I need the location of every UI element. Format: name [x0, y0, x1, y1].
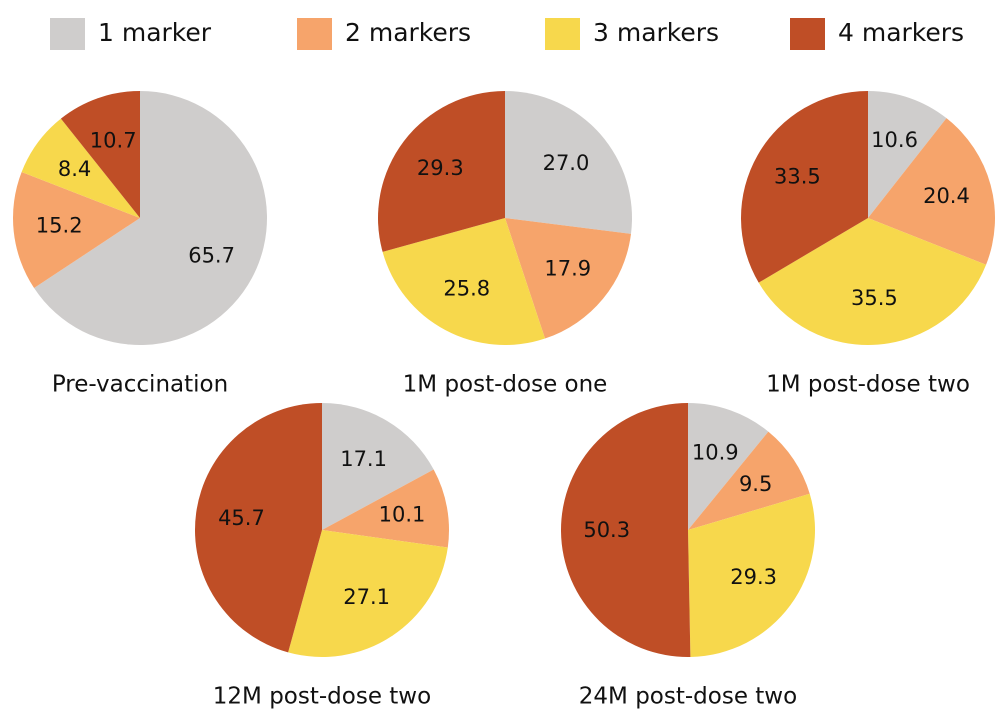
legend-label: 1 marker: [98, 18, 212, 47]
value-label: 29.3: [417, 156, 464, 180]
pie-slice: [758, 218, 987, 345]
value-label: 9.5: [739, 472, 772, 496]
pie-title: Pre-vaccination: [52, 372, 228, 398]
pie-slice: [741, 91, 868, 283]
value-label: 29.3: [730, 565, 777, 589]
value-label: 45.7: [218, 506, 265, 530]
pie-title: 1M post-dose two: [766, 372, 970, 398]
pie-slice: [868, 118, 995, 265]
pie-slice: [560, 403, 691, 657]
pie-slice: [322, 469, 449, 548]
pie-slice: [688, 431, 810, 530]
value-label: 33.5: [774, 165, 821, 189]
legend-label: 2 markers: [345, 18, 471, 47]
value-label: 10.1: [379, 503, 426, 527]
pie-slice: [21, 118, 140, 218]
pie-slice: [688, 403, 769, 530]
value-label: 27.1: [343, 585, 390, 609]
value-label: 20.4: [923, 184, 970, 208]
pie-slice: [322, 403, 434, 530]
value-label: 65.7: [188, 243, 235, 267]
pie-slice: [378, 91, 505, 252]
pie-title: 1M post-dose one: [403, 372, 608, 398]
pie-slice: [60, 91, 140, 218]
value-label: 8.4: [58, 157, 91, 181]
pie-slice: [868, 91, 947, 218]
pie-slice: [195, 403, 322, 653]
pie-slice: [382, 218, 546, 345]
pie-title: 12M post-dose two: [213, 684, 431, 710]
legend-swatch: [545, 18, 580, 50]
value-label: 10.9: [692, 440, 739, 464]
value-label: 27.0: [543, 151, 590, 175]
value-label: 17.1: [340, 447, 387, 471]
legend-swatch: [297, 18, 332, 50]
value-label: 15.2: [36, 214, 83, 238]
legend-label: 3 markers: [593, 18, 719, 47]
pie-slice: [688, 493, 815, 657]
value-label: 17.9: [544, 257, 591, 281]
pie-title: 24M post-dose two: [579, 684, 797, 710]
pie-slice: [288, 530, 448, 657]
value-label: 25.8: [443, 277, 490, 301]
pie-slice: [13, 171, 140, 289]
value-label: 50.3: [583, 518, 630, 542]
pie-slice: [505, 90, 632, 234]
legend-swatch: [790, 18, 825, 50]
pie-slice: [505, 218, 631, 339]
value-label: 10.7: [90, 128, 137, 152]
legend-swatch: [50, 18, 85, 50]
pie-slice: [34, 91, 268, 345]
legend-label: 4 markers: [838, 18, 964, 47]
value-label: 10.6: [871, 128, 918, 152]
value-label: 35.5: [851, 286, 898, 310]
